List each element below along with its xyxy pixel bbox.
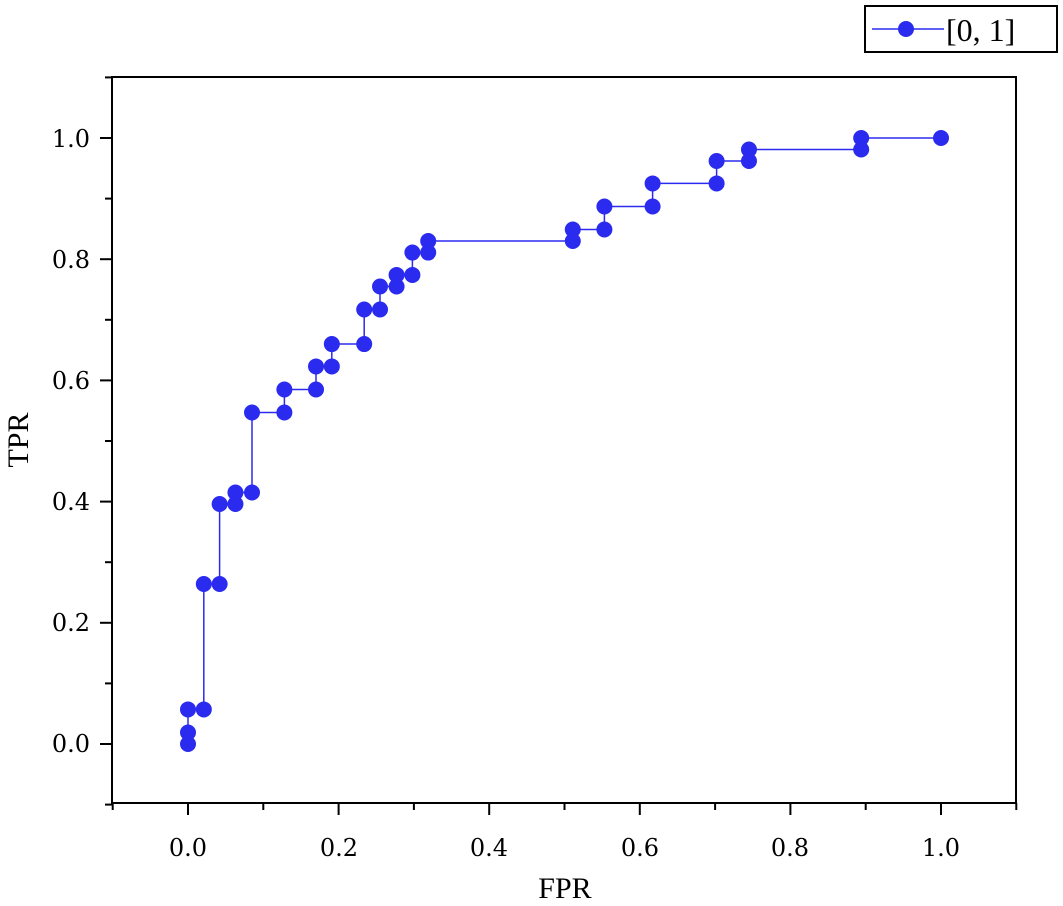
data-point xyxy=(372,278,389,295)
series-layer xyxy=(180,130,949,752)
data-point xyxy=(227,484,244,501)
data-point xyxy=(388,266,405,283)
x-tick-label: 0.4 xyxy=(470,834,508,862)
legend-label: [0, 1] xyxy=(946,12,1015,48)
data-point xyxy=(308,381,325,398)
data-point xyxy=(596,198,613,215)
data-point xyxy=(404,244,421,261)
x-tick-label: 0.8 xyxy=(771,834,809,862)
data-point xyxy=(644,175,661,192)
legend-marker-icon xyxy=(898,21,914,37)
data-point xyxy=(708,175,725,192)
data-point xyxy=(276,381,293,398)
data-point xyxy=(564,221,581,238)
data-point xyxy=(356,301,373,318)
x-axis-title: FPR xyxy=(538,872,591,905)
legend: [0, 1] xyxy=(864,5,1058,53)
y-axis-ticks xyxy=(100,76,112,806)
y-tick-label: 0.0 xyxy=(52,730,90,758)
data-point xyxy=(644,198,661,215)
data-point xyxy=(420,233,437,250)
y-tick-label: 1.0 xyxy=(52,125,90,153)
data-point xyxy=(740,141,757,158)
data-point xyxy=(853,130,870,146)
x-tick-label: 0.0 xyxy=(169,834,207,862)
x-tick-label: 0.6 xyxy=(621,834,659,862)
data-point xyxy=(323,336,340,353)
data-point xyxy=(853,141,870,158)
y-tick-label: 0.6 xyxy=(52,367,90,395)
y-tick-label: 0.2 xyxy=(52,609,90,637)
plot-frame xyxy=(111,76,1017,804)
data-point xyxy=(323,358,340,375)
data-point xyxy=(244,404,261,421)
data-point xyxy=(420,244,437,261)
data-point xyxy=(308,358,325,375)
x-tick-label: 1.0 xyxy=(922,834,960,862)
x-axis-ticks xyxy=(111,803,1018,815)
data-point xyxy=(404,266,421,283)
data-point xyxy=(195,701,212,718)
y-tick-label: 0.8 xyxy=(52,246,90,274)
data-point xyxy=(388,278,405,295)
x-tick-label: 0.2 xyxy=(320,834,358,862)
series-line xyxy=(187,137,941,744)
data-point xyxy=(740,153,757,170)
data-point xyxy=(244,484,261,501)
data-point xyxy=(180,736,196,752)
data-point xyxy=(708,153,725,170)
data-point xyxy=(933,130,949,146)
data-point xyxy=(211,576,228,593)
y-axis-title: TPR xyxy=(2,412,35,467)
data-point xyxy=(227,496,244,513)
data-point xyxy=(596,221,613,238)
data-point xyxy=(211,496,228,513)
data-point xyxy=(564,233,581,250)
data-point xyxy=(356,336,373,353)
data-point xyxy=(195,576,212,593)
data-point xyxy=(372,301,389,318)
data-point xyxy=(276,404,293,421)
data-point xyxy=(180,724,196,741)
data-point xyxy=(180,701,196,718)
y-tick-label: 0.4 xyxy=(52,488,90,516)
